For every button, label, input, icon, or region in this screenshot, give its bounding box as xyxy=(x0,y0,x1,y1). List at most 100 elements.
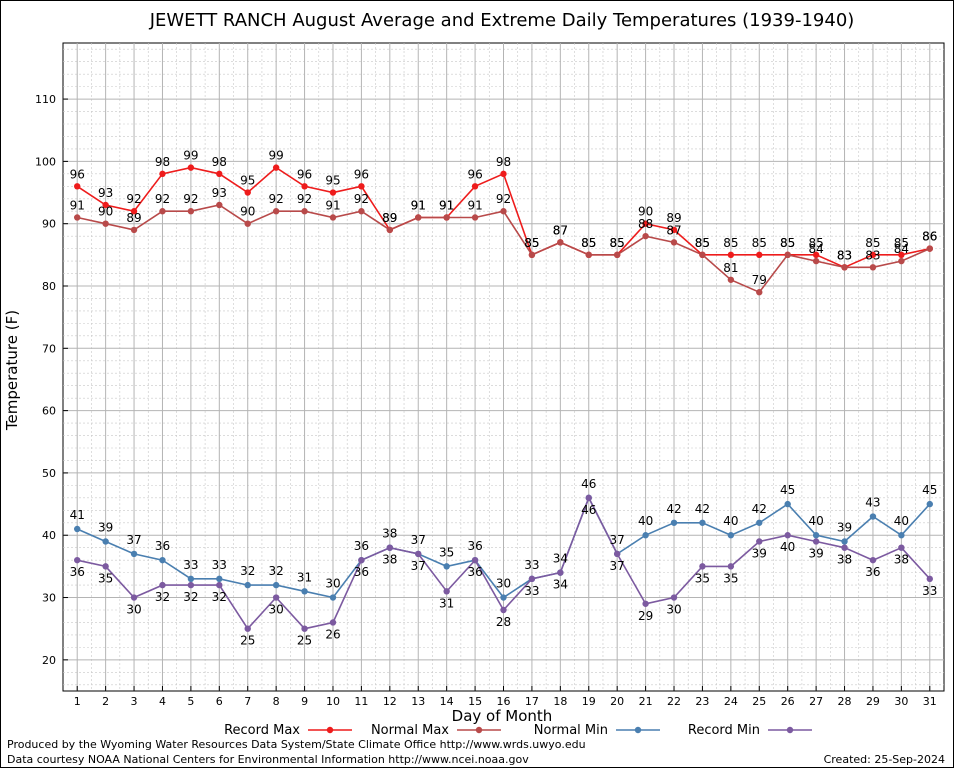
x-tick-label: 30 xyxy=(894,695,908,708)
record-max-point xyxy=(670,226,678,234)
record-max-point xyxy=(159,170,166,178)
record-max-point xyxy=(244,189,251,196)
record-min-data-label: 33 xyxy=(922,584,937,598)
x-tick-label: 19 xyxy=(582,695,596,708)
record-min-data-label: 32 xyxy=(183,590,198,604)
record-min-point xyxy=(301,625,308,632)
record-max-point xyxy=(187,164,195,171)
normal-min-data-label: 40 xyxy=(723,514,738,528)
record-min-data-label: 34 xyxy=(553,578,568,592)
record-min-data-label: 31 xyxy=(439,596,454,610)
normal-min-point xyxy=(926,500,933,508)
record-max-data-label: 95 xyxy=(240,174,255,188)
normal-max-point xyxy=(130,226,138,234)
normal-max-data-label: 83 xyxy=(865,248,880,262)
record-min-data-label: 37 xyxy=(411,559,426,573)
record-max-data-label: 90 xyxy=(638,205,653,219)
normal-min-data-label: 32 xyxy=(240,564,255,578)
record-min-point xyxy=(699,563,706,570)
normal-min-data-label: 35 xyxy=(439,545,454,559)
record-min-point xyxy=(329,619,337,626)
normal-max-point xyxy=(585,251,592,259)
x-tick-label: 18 xyxy=(553,695,567,708)
normal-max-point xyxy=(557,239,564,246)
normal-min-point xyxy=(272,581,280,589)
normal-max-data-label: 92 xyxy=(297,192,312,206)
record-max-point xyxy=(272,164,280,171)
record-min-data-label: 46 xyxy=(581,503,596,517)
normal-max-point xyxy=(74,214,81,221)
record-max-data-label: 95 xyxy=(325,174,340,188)
normal-max-data-label: 89 xyxy=(382,211,397,225)
record-max-data-label: 99 xyxy=(183,149,198,163)
footer-produced-by: Produced by the Wyoming Water Resources … xyxy=(7,738,586,751)
normal-max-point xyxy=(841,264,848,271)
normal-min-point xyxy=(784,500,791,508)
x-tick-label: 28 xyxy=(838,695,852,708)
record-min-data-label: 33 xyxy=(524,584,539,598)
record-max-data-label: 83 xyxy=(837,248,852,262)
normal-max-point xyxy=(159,208,166,215)
normal-max-data-label: 93 xyxy=(212,186,227,200)
record-max-data-label: 96 xyxy=(354,167,369,181)
normal-max-point xyxy=(244,220,251,227)
x-tick-label: 11 xyxy=(354,695,368,708)
record-max-data-label: 87 xyxy=(553,223,568,237)
x-tick-label: 14 xyxy=(440,695,454,708)
normal-max-point xyxy=(216,201,223,209)
record-max-point xyxy=(301,183,308,190)
y-tick-label: 70 xyxy=(42,342,56,355)
record-min-data-label: 26 xyxy=(325,627,340,641)
normal-min-data-label: 40 xyxy=(638,514,653,528)
legend-swatch-marker xyxy=(786,726,794,734)
normal-max-data-label: 87 xyxy=(666,223,681,237)
record-min-point xyxy=(159,581,166,589)
x-axis-label: Day of Month xyxy=(452,707,553,725)
normal-max-data-label: 92 xyxy=(155,192,170,206)
record-min-data-label: 30 xyxy=(126,603,141,617)
normal-max-data-label: 91 xyxy=(70,198,85,212)
x-tick-label: 4 xyxy=(159,695,166,708)
normal-min-data-label: 46 xyxy=(581,477,596,491)
x-tick-label: 3 xyxy=(131,695,138,708)
normal-min-data-label: 45 xyxy=(780,483,795,497)
normal-max-data-label: 90 xyxy=(240,205,255,219)
normal-max-point xyxy=(869,264,877,271)
record-min-data-label: 38 xyxy=(894,553,909,567)
record-min-data-label: 39 xyxy=(808,546,823,560)
record-min-point xyxy=(727,563,735,570)
normal-max-point xyxy=(528,251,536,259)
record-min-data-label: 36 xyxy=(865,565,880,579)
normal-min-data-label: 31 xyxy=(297,570,312,584)
x-tick-label: 13 xyxy=(411,695,425,708)
record-max-data-label: 85 xyxy=(524,236,539,250)
record-max-point xyxy=(74,183,81,190)
normal-min-point xyxy=(301,588,308,595)
x-tick-label: 26 xyxy=(781,695,795,708)
record-min-point xyxy=(244,625,251,632)
footer-created-date: Created: 25-Sep-2024 xyxy=(823,753,945,766)
record-max-point xyxy=(358,183,365,190)
normal-min-data-label: 32 xyxy=(269,564,284,578)
record-max-point xyxy=(756,251,763,259)
legend-item-normal-min: Normal Min xyxy=(534,723,660,738)
record-min-point xyxy=(670,594,678,601)
record-max-data-label: 85 xyxy=(610,236,625,250)
footer-data-courtesy: Data courtesy NOAA National Centers for … xyxy=(7,753,529,766)
record-min-data-label: 36 xyxy=(467,565,482,579)
normal-min-point xyxy=(244,581,251,589)
normal-max-point xyxy=(301,208,308,215)
major-gridlines xyxy=(63,43,944,691)
normal-max-data-label: 84 xyxy=(808,242,823,256)
normal-max-point xyxy=(898,257,905,265)
record-min-point xyxy=(869,556,877,564)
x-tick-label: 22 xyxy=(667,695,681,708)
normal-max-point xyxy=(699,251,706,259)
x-tick-label: 27 xyxy=(809,695,823,708)
record-min-data-label: 30 xyxy=(269,603,284,617)
record-max-point xyxy=(102,201,109,209)
legend-swatch-marker xyxy=(326,726,334,734)
record-max-data-label: 91 xyxy=(439,198,454,212)
normal-min-point xyxy=(756,519,763,526)
record-max-data-label: 89 xyxy=(666,211,681,225)
